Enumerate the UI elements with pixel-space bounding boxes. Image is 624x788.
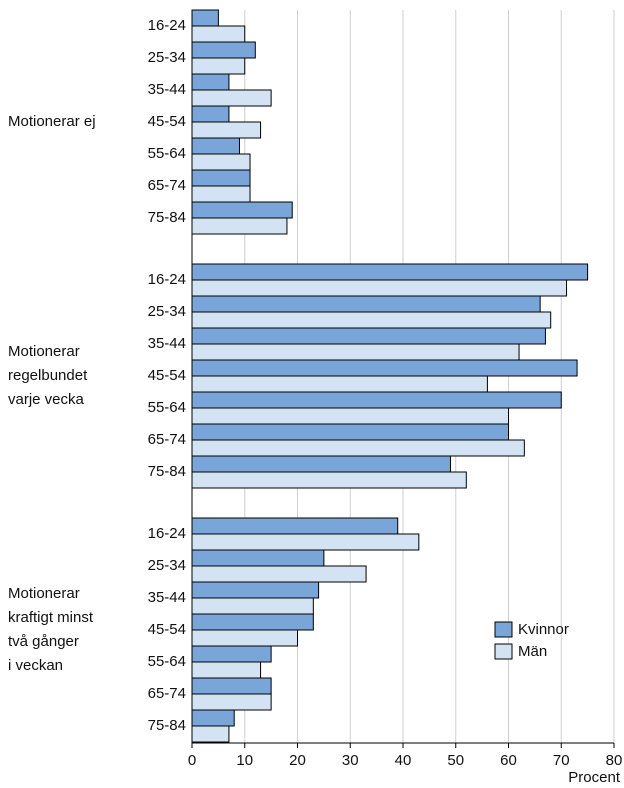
y-tick-label: 55-64	[148, 145, 186, 162]
bar	[191, 295, 541, 313]
y-tick-label: 16-24	[148, 17, 186, 34]
bar	[191, 725, 230, 743]
y-tick-label: 25-34	[148, 49, 186, 66]
bar	[191, 263, 589, 281]
x-axis-label: Procent	[568, 769, 621, 786]
bar	[191, 41, 256, 59]
legend-label: Män	[518, 643, 547, 660]
bar	[191, 613, 314, 631]
y-tick-label: 65-74	[148, 431, 186, 448]
group-label: Motionerar ej	[8, 113, 96, 130]
bar	[191, 661, 262, 679]
bar	[191, 709, 235, 727]
bar	[191, 137, 240, 155]
legend-label: Kvinnor	[518, 621, 569, 638]
bar	[191, 279, 568, 297]
bar	[191, 581, 320, 599]
group-label: regelbundet	[8, 367, 88, 384]
x-tick-label: 40	[395, 752, 412, 769]
x-tick-label: 0	[188, 752, 196, 769]
x-tick-label: 50	[447, 752, 464, 769]
group-label: varje vecka	[8, 391, 85, 408]
y-tick-label: 45-54	[148, 113, 186, 130]
x-tick-label: 60	[500, 752, 517, 769]
y-tick-label: 25-34	[148, 557, 186, 574]
x-tick-label: 30	[342, 752, 359, 769]
group-label: Motionerar	[8, 585, 80, 602]
y-tick-label: 55-64	[148, 399, 186, 416]
bar	[191, 311, 552, 329]
x-tick-label: 10	[236, 752, 253, 769]
y-tick-label: 35-44	[148, 81, 186, 98]
bar	[191, 343, 520, 361]
bar	[191, 423, 509, 441]
bar	[191, 89, 272, 107]
bar	[191, 201, 293, 219]
y-tick-label: 35-44	[148, 589, 186, 606]
bar	[191, 9, 219, 27]
bar	[191, 375, 488, 393]
bar	[191, 391, 562, 409]
bar	[191, 327, 546, 345]
y-tick-label: 55-64	[148, 653, 186, 670]
legend-swatch	[494, 621, 513, 638]
y-tick-label: 16-24	[148, 271, 186, 288]
bar	[191, 565, 367, 583]
bar	[191, 153, 251, 171]
x-tick-label: 70	[553, 752, 570, 769]
bar	[191, 533, 420, 551]
group-label: två gånger	[8, 633, 79, 650]
bar	[191, 57, 246, 75]
y-tick-label: 65-74	[148, 177, 186, 194]
legend-swatch	[494, 643, 513, 660]
y-tick-label: 75-84	[148, 209, 186, 226]
y-tick-label: 25-34	[148, 303, 186, 320]
bar	[191, 407, 509, 425]
group-label: kraftigt minst	[8, 609, 94, 626]
bar	[191, 471, 467, 489]
bar	[191, 439, 525, 457]
y-tick-label: 35-44	[148, 335, 186, 352]
bar	[191, 693, 272, 711]
group-label: Motionerar	[8, 343, 80, 360]
bar	[191, 455, 451, 473]
x-tick-label: 80	[606, 752, 623, 769]
y-tick-label: 45-54	[148, 621, 186, 638]
bar	[191, 169, 251, 187]
bar	[191, 517, 399, 535]
bar	[191, 121, 262, 139]
x-tick-label: 20	[289, 752, 306, 769]
bar	[191, 549, 325, 567]
bar	[191, 677, 272, 695]
bar	[191, 217, 288, 235]
bar	[191, 185, 251, 203]
y-tick-label: 75-84	[148, 717, 186, 734]
bar	[191, 25, 246, 43]
group-label: i veckan	[8, 657, 63, 674]
bar	[191, 645, 272, 663]
y-tick-label: 75-84	[148, 463, 186, 480]
bar	[191, 73, 230, 91]
y-tick-label: 65-74	[148, 685, 186, 702]
bar	[191, 629, 298, 647]
bar	[191, 597, 314, 615]
y-tick-label: 45-54	[148, 367, 186, 384]
bar	[191, 359, 578, 377]
y-tick-label: 16-24	[148, 525, 186, 542]
bar	[191, 105, 230, 123]
